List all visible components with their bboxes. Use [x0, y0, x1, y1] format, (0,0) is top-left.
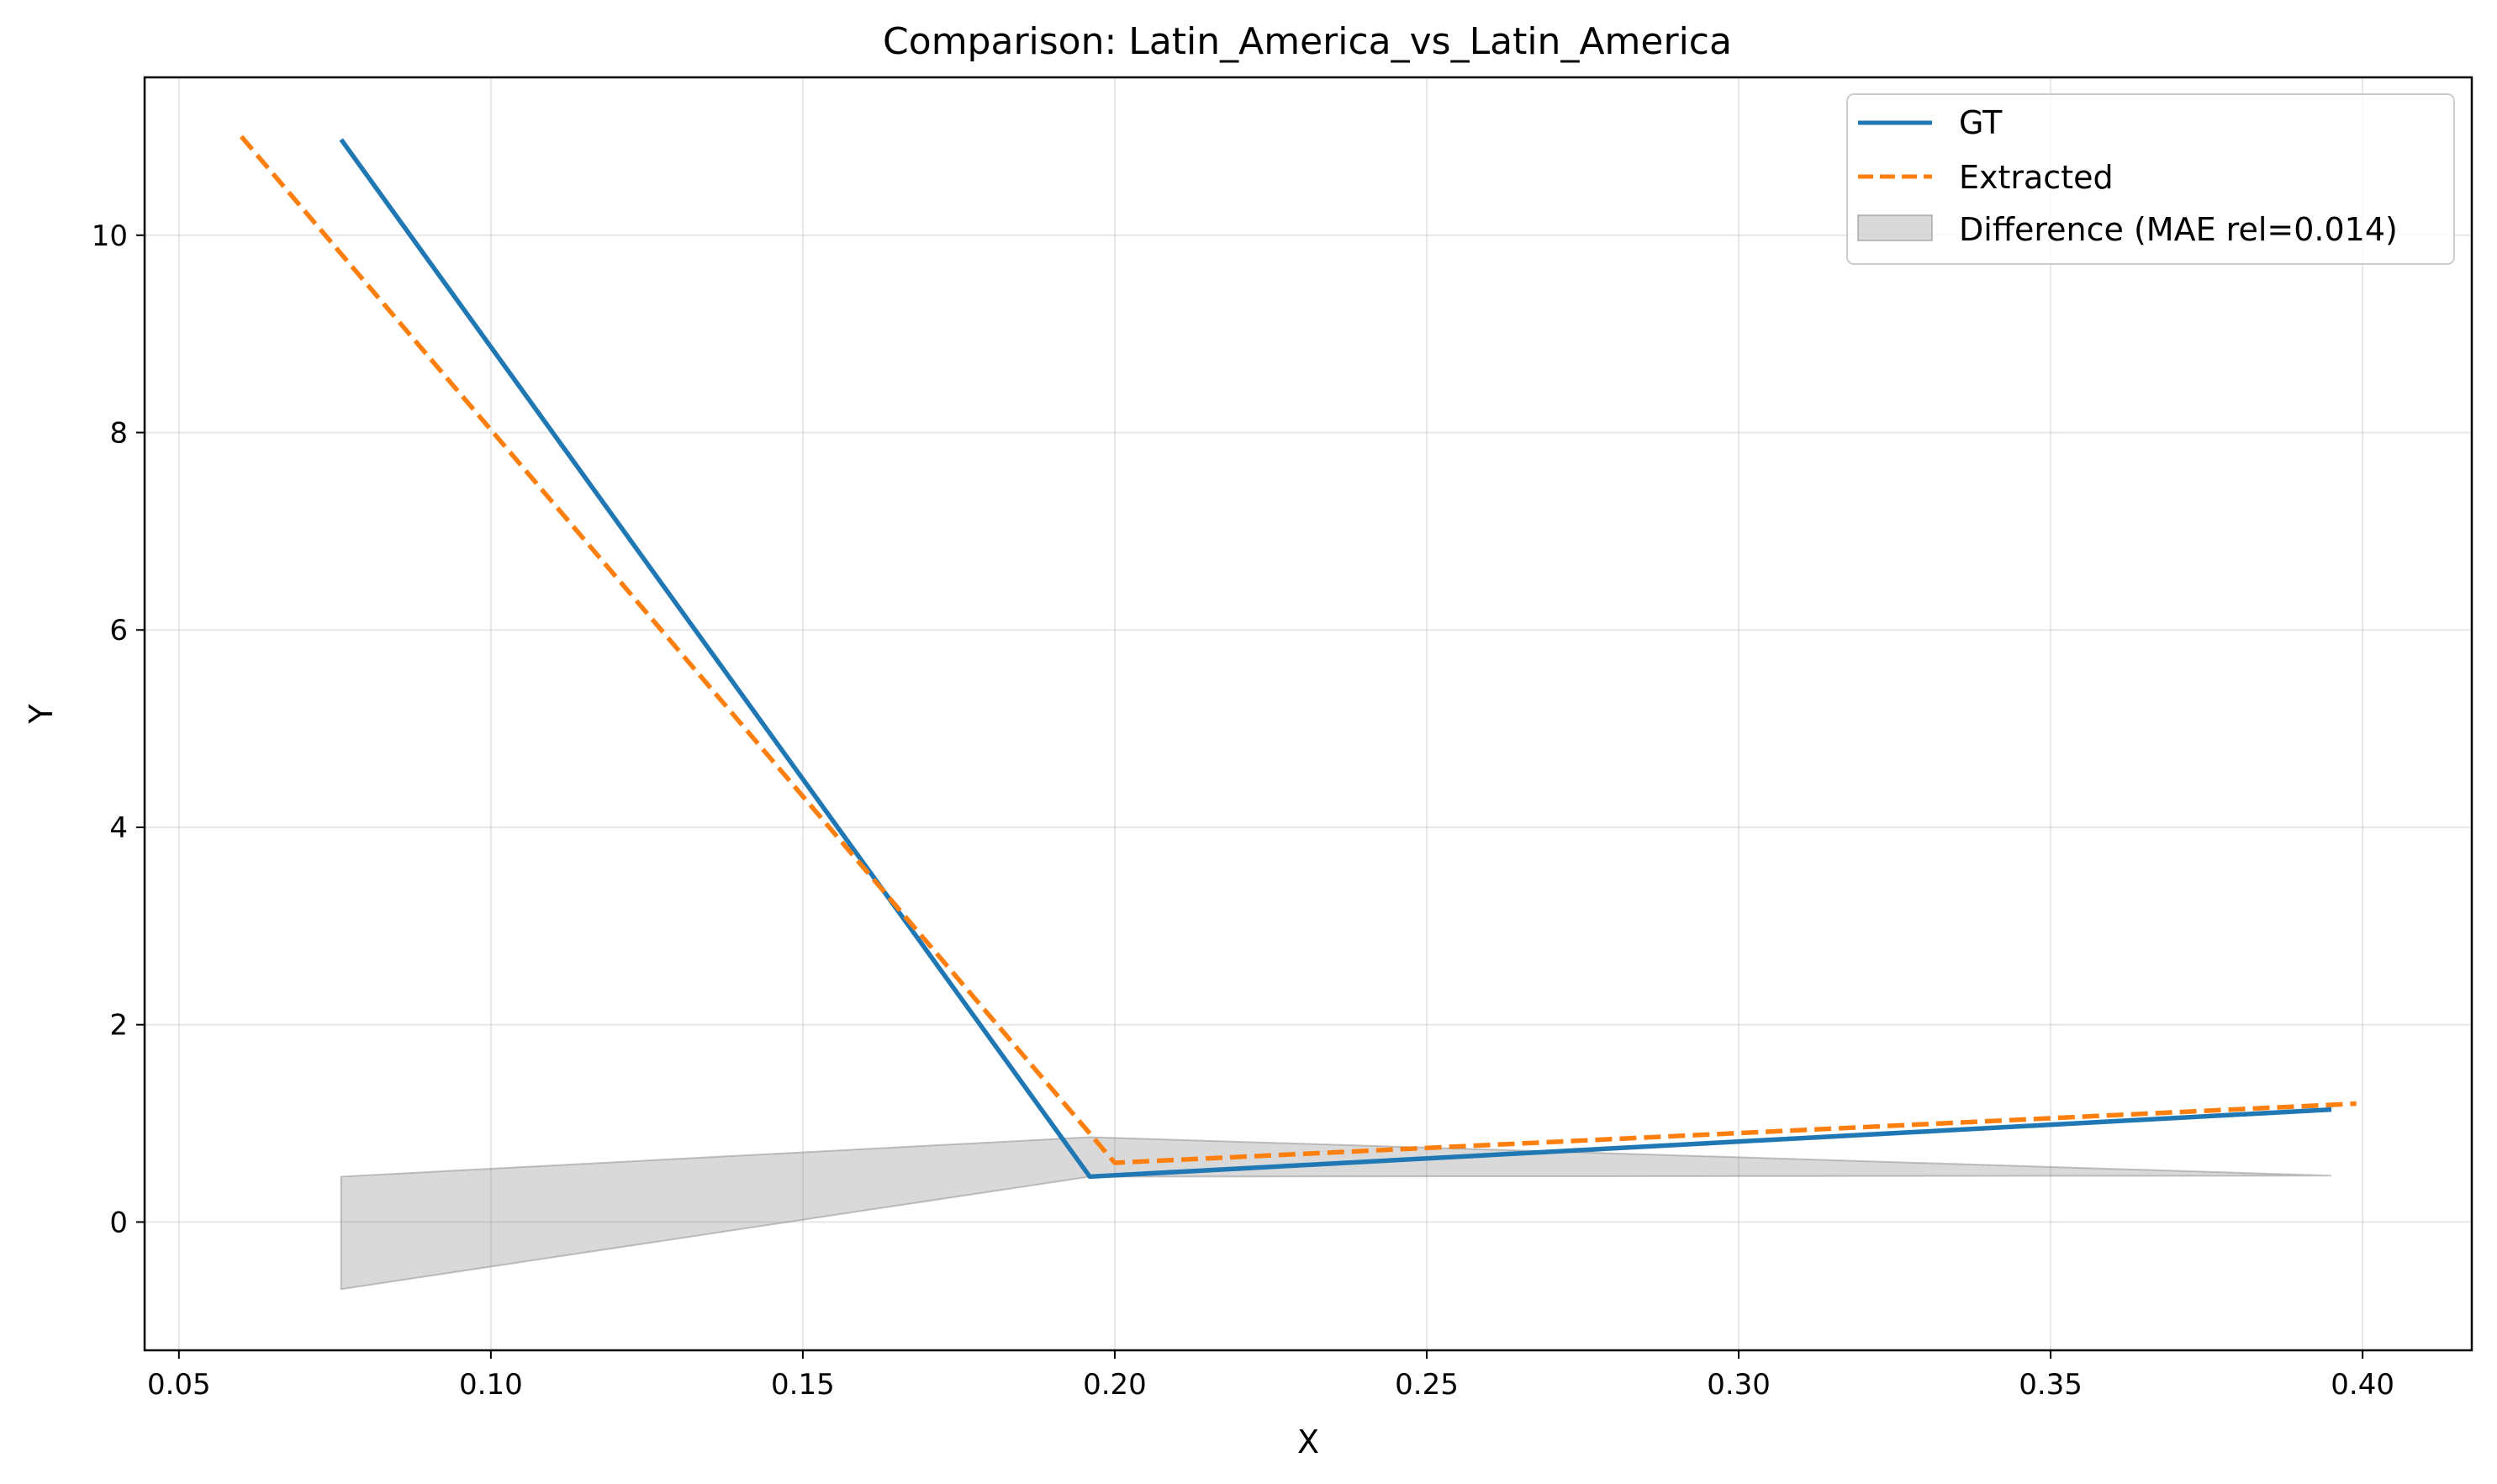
x-axis-label: X: [1297, 1423, 1319, 1460]
y-tick-label: 8: [109, 417, 128, 451]
x-tick-label: 0.20: [1083, 1368, 1147, 1402]
series-line-gt: [339, 138, 2332, 1180]
legend-frame: [1846, 93, 2455, 265]
legend-label-difference: Difference (MAE rel=0.014): [1959, 211, 2398, 248]
y-tick-label: 10: [92, 219, 128, 253]
x-tick-label: 0.40: [2331, 1368, 2394, 1402]
plot-area: [145, 77, 2472, 1350]
difference-band: [340, 1136, 2332, 1291]
legend: GT Extracted Difference (MAE rel=0.014): [1846, 93, 2455, 265]
plot-frame: [143, 76, 2473, 1352]
y-axis-ticks: 0 2 4 6 8 10: [92, 219, 145, 1239]
legend-label-extracted: Extracted: [1959, 159, 2114, 196]
y-tick-label: 4: [109, 811, 128, 845]
legend-swatch-difference: [1857, 214, 1933, 241]
series-line-extracted: [239, 135, 2357, 1165]
x-tick-label: 0.10: [459, 1368, 523, 1402]
y-tick-label: 0: [109, 1206, 128, 1239]
x-tick-label: 0.30: [1707, 1368, 1771, 1402]
y-axis-label: Y: [23, 704, 60, 725]
series-lines: [239, 135, 2357, 1180]
chart-title: Comparison: Latin_America_vs_Latin_Ameri…: [883, 20, 1732, 63]
y-tick-label: 6: [109, 614, 128, 647]
x-tick-label: 0.15: [771, 1368, 835, 1402]
x-axis-ticks: 0.05 0.10 0.15 0.20 0.25 0.30 0.35 0.40: [147, 1350, 2394, 1402]
x-tick-label: 0.35: [2019, 1368, 2083, 1402]
grid: [145, 77, 2472, 1350]
x-tick-label: 0.25: [1395, 1368, 1459, 1402]
y-tick-label: 2: [109, 1009, 128, 1043]
x-tick-label: 0.05: [147, 1368, 211, 1402]
difference-area: [340, 1136, 2332, 1291]
legend-label-gt: GT: [1959, 104, 2003, 141]
